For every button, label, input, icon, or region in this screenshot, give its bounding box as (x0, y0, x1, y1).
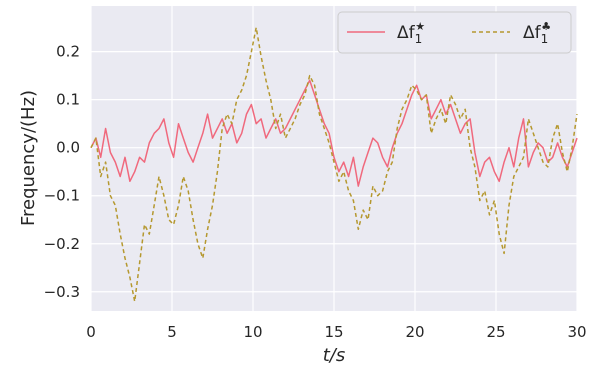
x-axis: 0 5 10 15 20 25 30 (86, 323, 586, 341)
y-tick-label: 0.0 (56, 139, 80, 157)
legend-label-series-2: Δf1♣ (523, 20, 551, 46)
x-tick-label: 10 (243, 323, 262, 341)
x-tick-label: 30 (567, 323, 586, 341)
x-tick-label: 0 (86, 323, 96, 341)
series-lines (90, 26, 578, 303)
legend-box (337, 11, 572, 54)
grid-lines (90, 6, 578, 311)
series-line-2 (90, 26, 578, 303)
x-tick-label: 15 (324, 323, 343, 341)
y-tick-label: 0.1 (56, 91, 80, 109)
series-line-1 (90, 79, 578, 187)
y-tick-label: −0.2 (44, 235, 80, 253)
x-tick-label: 5 (167, 323, 177, 341)
y-tick-label: −0.1 (44, 187, 80, 205)
legend-label-series-1: Δf1★ (397, 20, 425, 46)
y-tick-label: −0.3 (44, 283, 80, 301)
x-tick-label: 20 (405, 323, 424, 341)
y-tick-label: 0.2 (56, 43, 80, 61)
x-axis-label: t/s (323, 345, 346, 366)
y-axis: −0.3 −0.2 −0.1 0.0 0.1 0.2 (44, 43, 80, 301)
legend: Δf1★ Δf1♣ (337, 11, 572, 54)
x-tick-label: 25 (486, 323, 505, 341)
y-axis-label: Frequency/(Hz) (18, 90, 39, 226)
